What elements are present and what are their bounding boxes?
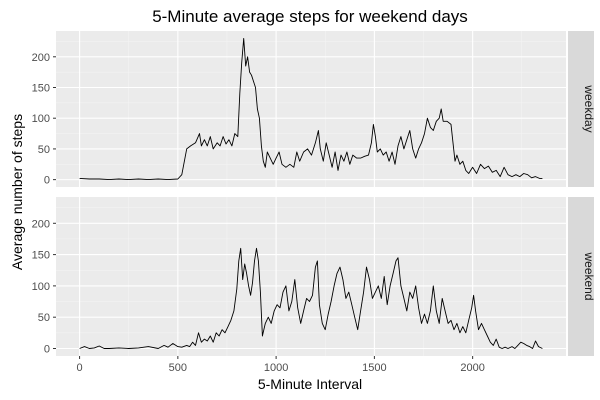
series-line-weekend bbox=[79, 247, 543, 349]
x-axis-label: 5-Minute Interval bbox=[258, 376, 362, 392]
y-tick-label: 100 bbox=[32, 281, 50, 293]
y-tick-label: 150 bbox=[32, 250, 50, 262]
facet-strip-label: weekend bbox=[582, 251, 596, 300]
facet-strip bbox=[568, 31, 594, 187]
x-tick-label: 500 bbox=[169, 362, 187, 374]
panel-background bbox=[56, 197, 566, 356]
x-axis: 0 500 1000 1500 2000 bbox=[77, 356, 485, 374]
x-tick-label: 2000 bbox=[460, 362, 484, 374]
y-tick-label: 100 bbox=[32, 113, 50, 125]
x-tick-label: 1500 bbox=[362, 362, 386, 374]
y-tick-label: 150 bbox=[32, 83, 50, 95]
y-axis-label: Average number of steps bbox=[9, 114, 25, 270]
chart-title: 5-Minute average steps for weekend days bbox=[152, 7, 468, 26]
panel-background bbox=[56, 31, 566, 187]
y-tick-label: 200 bbox=[32, 52, 50, 64]
facet-panels: 0 50 100 150 200 weekday 0 50 100 150 200 weekend bbox=[32, 31, 596, 356]
y-tick-label: 0 bbox=[44, 175, 50, 187]
y-tick-label: 200 bbox=[32, 218, 50, 230]
y-tick-label: 0 bbox=[44, 343, 50, 355]
y-tick-label: 50 bbox=[38, 312, 50, 324]
facet-strip-label: weekday bbox=[582, 84, 596, 132]
facet-panel-weekday: 0 50 100 150 200 weekday bbox=[32, 31, 596, 187]
facet-strip bbox=[568, 197, 594, 356]
facet-panel-weekend: 0 50 100 150 200 weekend bbox=[32, 197, 596, 356]
y-tick-label: 50 bbox=[38, 144, 50, 156]
series-line-weekday bbox=[79, 37, 543, 181]
x-tick-label: 0 bbox=[77, 362, 83, 374]
x-tick-label: 1000 bbox=[264, 362, 288, 374]
